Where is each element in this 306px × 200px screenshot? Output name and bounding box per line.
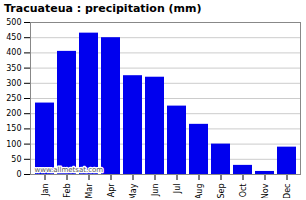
svg-text:Oct: Oct [239, 184, 248, 198]
svg-text:Mar: Mar [85, 183, 94, 198]
svg-text:Jun: Jun [151, 184, 160, 198]
svg-text:0: 0 [16, 170, 21, 179]
svg-text:Dec: Dec [283, 184, 292, 199]
html-text:Tracuateua : precipitation (mm: Tracuateua : precipitation (mm) [4, 2, 202, 15]
svg-text:50: 50 [11, 155, 21, 164]
svg-text:450: 450 [6, 33, 21, 42]
svg-text:Aug: Aug [195, 184, 204, 199]
svg-text:100: 100 [6, 140, 21, 149]
svg-text:500: 500 [6, 18, 21, 27]
svg-text:www.allmetsat.com: www.allmetsat.com [35, 166, 104, 174]
svg-text:350: 350 [6, 64, 21, 73]
svg-text:Nov: Nov [261, 183, 270, 198]
svg-text:May: May [129, 183, 138, 198]
svg-text:Jul: Jul [173, 184, 182, 195]
svg-text:Apr: Apr [107, 183, 116, 198]
svg-text:200: 200 [6, 109, 21, 118]
svg-text:Feb: Feb [63, 184, 72, 198]
svg-text:400: 400 [6, 48, 21, 57]
svg-text:150: 150 [6, 124, 21, 133]
svg-text:Jan: Jan [41, 184, 50, 197]
svg-text:300: 300 [6, 79, 21, 88]
svg-text:250: 250 [6, 94, 21, 103]
svg-text:Sep: Sep [217, 184, 226, 199]
